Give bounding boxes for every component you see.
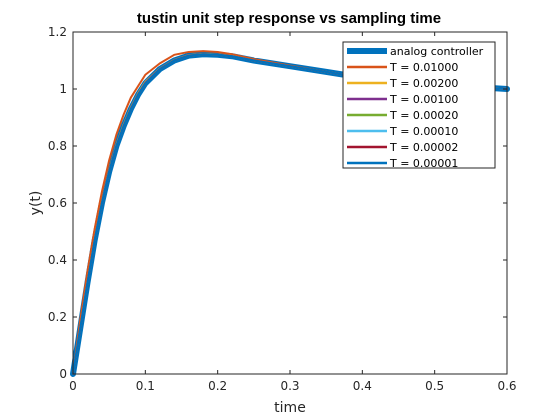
y-tick-label: 0.8 xyxy=(48,139,67,153)
legend-label-5: T = 0.00010 xyxy=(389,125,458,138)
legend-label-4: T = 0.00020 xyxy=(389,109,458,122)
x-tick-label: 0.4 xyxy=(353,379,372,393)
x-tick-label: 0.5 xyxy=(425,379,444,393)
y-tick-label: 1 xyxy=(59,82,67,96)
legend-label-7: T = 0.00001 xyxy=(389,157,458,170)
x-tick-label: 0.2 xyxy=(208,379,227,393)
chart-title: tustin unit step response vs sampling ti… xyxy=(137,10,441,27)
legend: analog controller T = 0.01000 T = 0.00200 T… xyxy=(342,41,496,170)
x-tick-label: 0 xyxy=(69,379,77,393)
legend-label-3: T = 0.00100 xyxy=(389,93,458,106)
y-tick-label: 0 xyxy=(59,367,67,381)
legend-label-1: T = 0.01000 xyxy=(389,61,458,74)
y-tick-label: 0.6 xyxy=(48,196,67,210)
x-tick-label: 0.6 xyxy=(497,379,516,393)
legend-label-2: T = 0.00200 xyxy=(389,77,458,90)
x-tick-label: 0.1 xyxy=(136,379,155,393)
y-tick-label: 1.2 xyxy=(48,25,67,39)
y-axis-label: y(t) xyxy=(28,191,44,216)
y-tick-label: 0.4 xyxy=(48,253,67,267)
y-tick-label: 0.2 xyxy=(48,310,67,324)
x-tick-label: 0.3 xyxy=(280,379,299,393)
ticks-layer: 0 0.1 0.2 0.3 0.4 0.5 0.6 0 0.2 0.4 0.6 0.8 1 1.2 xyxy=(48,25,517,393)
x-axis-label: time xyxy=(274,400,306,416)
legend-label-6: T = 0.00002 xyxy=(389,141,458,154)
legend-label-0: analog controller xyxy=(390,45,484,58)
